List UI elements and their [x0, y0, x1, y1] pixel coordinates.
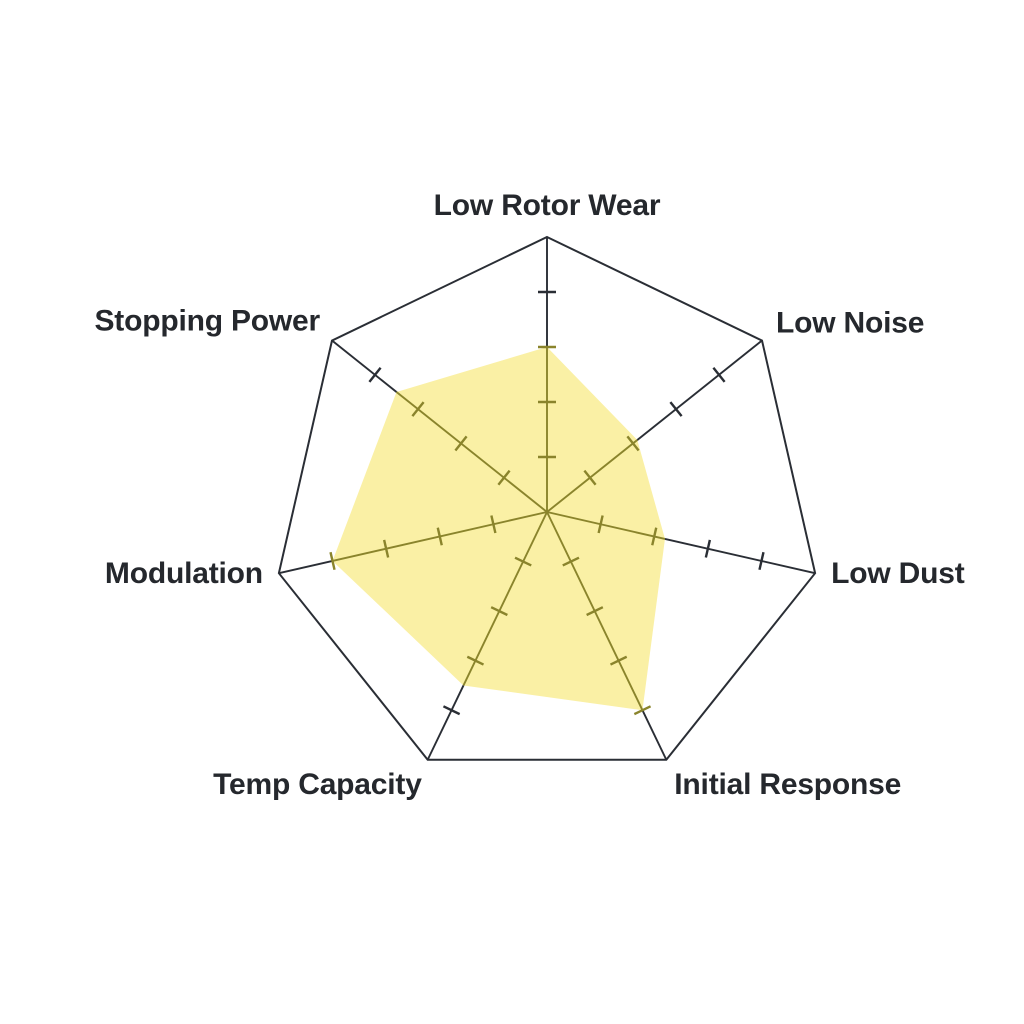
axis-tick: [669, 401, 683, 417]
axis-spoke-stopping-power: [395, 391, 548, 513]
axis-tick: [586, 606, 604, 617]
axis-tick: [442, 705, 461, 716]
axis-spoke-outer-temp-capacity: [426, 685, 465, 761]
axis-tick: [651, 527, 658, 546]
axis-spokes-layer: [278, 237, 816, 761]
axis-label-modulation: Modulation: [105, 557, 263, 590]
outer-polygon-layer: [277, 235, 817, 761]
axis-spoke-low-noise: [546, 439, 638, 513]
axis-tick: [411, 401, 425, 417]
axis-spoke-outer-low-noise: [636, 339, 763, 441]
axis-label-low-noise: Low Noise: [776, 307, 924, 340]
axis-tick: [712, 367, 726, 383]
axis-label-temp-capacity: Temp Capacity: [213, 768, 422, 801]
axis-tick: [466, 655, 485, 666]
axis-tick: [490, 606, 508, 617]
axis-spoke-outer-stopping-power: [331, 339, 398, 393]
axis-label-low-rotor-wear: Low Rotor Wear: [434, 189, 661, 222]
axis-label-initial-response: Initial Response: [674, 768, 901, 801]
axis-tick: [436, 527, 443, 546]
axis-spoke-temp-capacity: [462, 511, 548, 686]
axis-tick: [633, 705, 652, 716]
axis-tick: [597, 515, 604, 534]
series-layer: [332, 347, 665, 711]
axis-tick: [490, 515, 497, 534]
axis-tick: [497, 469, 511, 486]
axis-label-stopping-power: Stopping Power: [94, 305, 320, 338]
axis-spoke-outer-low-dust: [664, 538, 816, 575]
axis-tick: [704, 539, 712, 558]
axis-tick: [562, 556, 580, 567]
axis-tick: [626, 435, 640, 452]
axis-tick: [609, 655, 628, 666]
axis-spoke-outer-initial-response: [641, 709, 668, 761]
axis-tick: [382, 539, 390, 558]
axis-ticks-layer: [329, 290, 765, 716]
axis-labels-layer: Low Rotor Wear Low Noise Low Dust Initial R…: [94, 189, 964, 801]
axis-spoke-low-dust: [546, 511, 666, 540]
axis-spoke-outer-modulation: [278, 560, 333, 575]
axis-tick: [583, 469, 597, 486]
axis-tick: [758, 551, 765, 570]
axis-tick: [514, 556, 532, 567]
outer-boundary-polygon: [277, 235, 817, 761]
axis-tick: [454, 435, 468, 452]
axis-label-low-dust: Low Dust: [831, 557, 965, 590]
axis-tick: [329, 551, 336, 570]
series-polygon: [332, 347, 665, 711]
axis-tick: [368, 367, 382, 383]
